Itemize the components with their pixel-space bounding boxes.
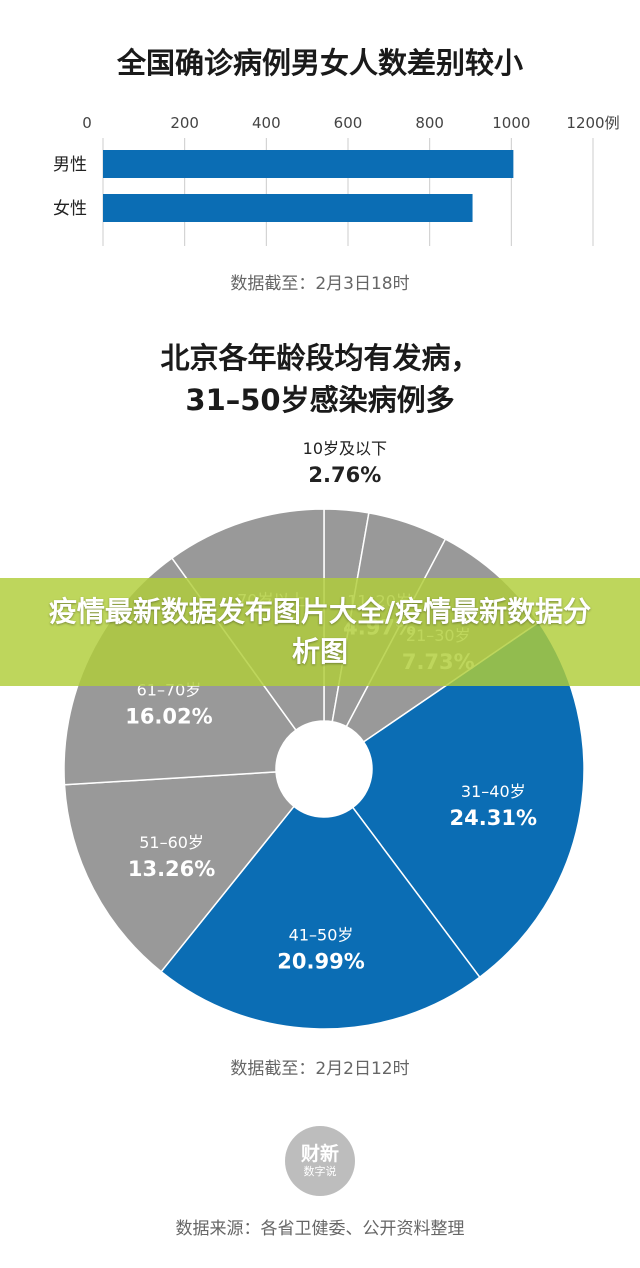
- pie-slice-value: 24.31%: [450, 806, 537, 830]
- bar-chart-note: 数据截至：2月3日18时: [0, 269, 640, 294]
- pie-slice-value: 20.99%: [277, 950, 364, 974]
- pie-chart-title-line-1: 北京各年龄段均有发病，: [0, 335, 640, 377]
- pie-chart-note: 数据截至：2月2日12时: [0, 1054, 640, 1079]
- pie-chart-title-line-2: 31–50岁感染病例多: [0, 377, 640, 419]
- bar-female: [103, 194, 473, 222]
- pie-slice-label: 31–40岁: [461, 782, 526, 801]
- bar-category-label: 女性: [53, 199, 87, 219]
- pie-slice-label: 51–60岁: [139, 833, 204, 852]
- bar-tick-label: 200: [170, 114, 199, 132]
- bar-tick-label: 1000: [492, 114, 530, 132]
- bar-chart-title: 全国确诊病例男女人数差别较小: [0, 40, 640, 82]
- pie-slice-value: 2.76%: [308, 463, 381, 487]
- bar-tick-label: 0: [82, 114, 92, 132]
- pie-chart: 10岁及以下2.76%11–20岁4.97%21–30岁7.73%31–40岁2…: [0, 440, 640, 1040]
- source-note: 数据来源：各省卫健委、公开资料整理: [0, 1214, 640, 1239]
- title-banner: 疫情最新数据发布图片大全/疫情最新数据分析图: [0, 578, 640, 686]
- bar-tick-label: 400: [252, 114, 281, 132]
- pie-slice-label: 10岁及以下: [303, 440, 387, 458]
- banner-text: 疫情最新数据发布图片大全/疫情最新数据分析图: [40, 592, 600, 672]
- pie-slice-value: 13.26%: [128, 857, 215, 881]
- bar-category-label: 男性: [53, 155, 87, 175]
- caixin-logo: 财新 数字说: [285, 1126, 355, 1196]
- pie-slice-value: 16.02%: [125, 704, 212, 728]
- bar-tick-label: 600: [334, 114, 363, 132]
- bar-tick-label: 1200例: [566, 114, 619, 132]
- pie-slice-label: 41–50岁: [289, 926, 354, 945]
- bar-male: [103, 150, 513, 178]
- logo-brand-text: 财新: [301, 1143, 339, 1165]
- bar-tick-label: 800: [415, 114, 444, 132]
- logo-sub-text: 数字说: [304, 1165, 337, 1179]
